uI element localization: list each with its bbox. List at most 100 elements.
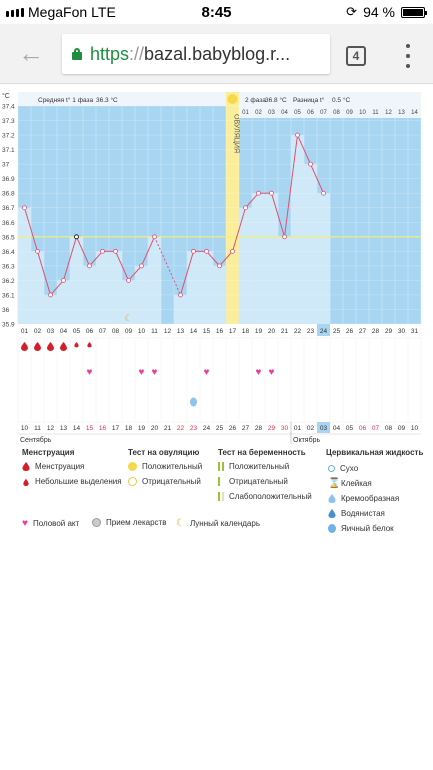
y-tick-label: 37.1 (2, 147, 15, 154)
blood-drop-icon (34, 342, 41, 351)
legend-sticky: ⌛ Клейкая (328, 478, 372, 489)
temperature-line (50, 280, 64, 296)
pill-icon (92, 518, 101, 527)
battery-percent: 94 % (363, 4, 395, 20)
date-label: 19 (138, 425, 146, 432)
temperature-point (230, 248, 235, 254)
moon-icon: ☾ (176, 518, 185, 529)
post-ov-day-cell (291, 106, 304, 118)
date-label: 20 (151, 425, 159, 432)
date-label: 23 (190, 425, 198, 432)
bbt-chart: 37.4 37.3 37.2 37.1 37 36.9 36.8 36.7 36.6 36.5 36… (0, 84, 433, 444)
cycle-day-label: 13 (177, 328, 185, 335)
legend-eggwhite: Яичный белок (328, 524, 394, 533)
address-bar[interactable]: https://bazal.babyblog.r... (62, 34, 330, 74)
temperature-point (321, 190, 326, 196)
sticky-icon: ⌛ (328, 478, 341, 489)
temperature-point (217, 263, 222, 269)
temperature-line (141, 236, 155, 267)
temperature-line (24, 207, 38, 252)
post-ov-day-cell (252, 106, 265, 118)
cycle-day-label: 04 (60, 328, 68, 335)
moon-icon: ☾ (124, 313, 132, 323)
legend-ovulation-negative: Отрицательный (128, 477, 201, 486)
y-tick-label: 36.6 (2, 220, 15, 227)
url-host: bazal.babyblog.r... (144, 43, 291, 64)
ovulation-sun-icon (227, 94, 238, 104)
date-label: 22 (177, 425, 185, 432)
tab-switcher-button[interactable]: 4 (346, 46, 366, 66)
date-label: 30 (281, 425, 289, 432)
post-ov-day-cell (408, 106, 421, 118)
phase1-label: Средняя t° 1 фаза (38, 96, 94, 104)
spotting-drop-icon (87, 342, 92, 348)
temperature-line (310, 163, 324, 194)
date-label: 21 (164, 425, 172, 432)
legend-medicine-label: Прием лекарств (106, 518, 167, 527)
y-tick-label: 36.3 (2, 263, 15, 270)
temperature-bar (186, 251, 201, 325)
post-ov-day-label: 12 (385, 110, 392, 116)
legend-ovulation-positive: Положительный (128, 462, 202, 471)
heart-icon: ♥ (87, 367, 93, 378)
cycle-day-label: 11 (151, 328, 158, 335)
date-label: 07 (372, 425, 380, 432)
browser-toolbar: ← https://bazal.babyblog.r... 4 (0, 24, 433, 84)
date-label: 12 (47, 425, 55, 432)
cycle-day-label: 12 (164, 328, 172, 335)
cycle-day-label: 26 (346, 328, 354, 335)
cycle-day-label: 30 (398, 328, 406, 335)
date-label: 10 (411, 425, 419, 432)
temperature-point (204, 248, 209, 254)
temperature-line (37, 251, 51, 296)
y-tick-label: 36.9 (2, 176, 15, 183)
date-label: 16 (99, 425, 107, 432)
temperature-line (206, 250, 220, 267)
legend-spotting: Небольшие выделения (22, 477, 122, 486)
y-tick-label: 36.2 (2, 278, 15, 285)
cycle-day-label: 02 (34, 328, 42, 335)
legend-watery: Водянистая (328, 509, 385, 518)
heart-icon: ♥ (256, 367, 262, 378)
cycle-day-label: 18 (242, 328, 250, 335)
post-ov-day-label: 13 (398, 110, 405, 116)
date-label: 03 (320, 425, 328, 432)
url-scheme: https (90, 43, 130, 64)
overflow-menu-button[interactable] (398, 44, 418, 68)
clock: 8:45 (201, 4, 232, 21)
cycle-day-label: 07 (99, 328, 107, 335)
cycle-day-label: 25 (333, 328, 341, 335)
bbt-chart-svg: 37.4 37.3 37.2 37.1 37 36.9 36.8 36.7 36.6 36.5 36… (2, 92, 422, 444)
temperature-point (48, 292, 53, 298)
cycle-day-label: 21 (281, 328, 289, 335)
date-label: 28 (255, 425, 263, 432)
temperature-point (61, 277, 66, 283)
cycle-day-label: 27 (359, 328, 367, 335)
post-ov-day-label: 14 (411, 110, 418, 116)
date-label: 11 (34, 425, 41, 432)
post-ov-day-label: 11 (372, 110, 379, 116)
legend-menstruation: Менструация (22, 462, 84, 471)
date-label: 06 (359, 425, 367, 432)
date-label: 01 (294, 425, 302, 432)
temperature-point (308, 161, 313, 167)
legend-ovulation-positive-label: Положительный (142, 462, 203, 471)
legend-preg-positive-label: Положительный (229, 462, 290, 471)
back-button[interactable]: ← (18, 38, 44, 68)
y-tick-label: 37 (2, 162, 10, 169)
cycle-day-label: 28 (372, 328, 380, 335)
cycle-day-label: 15 (203, 328, 211, 335)
temperature-point (87, 263, 92, 269)
legend-lunar: ☾ Лунный календарь (176, 518, 260, 529)
legend-eggwhite-label: Яичный белок (341, 524, 394, 533)
legend-spotting-label: Небольшие выделения (35, 477, 122, 486)
temperature-bar (303, 163, 318, 325)
date-label: 14 (73, 425, 81, 432)
post-ov-day-cell (395, 106, 408, 118)
cycle-day-label: 01 (21, 328, 29, 335)
temperature-point (295, 132, 300, 138)
cycle-day-label: 05 (73, 328, 81, 335)
post-ov-day-label: 03 (268, 110, 275, 116)
temperature-line (128, 265, 142, 281)
temperature-line (89, 250, 103, 267)
